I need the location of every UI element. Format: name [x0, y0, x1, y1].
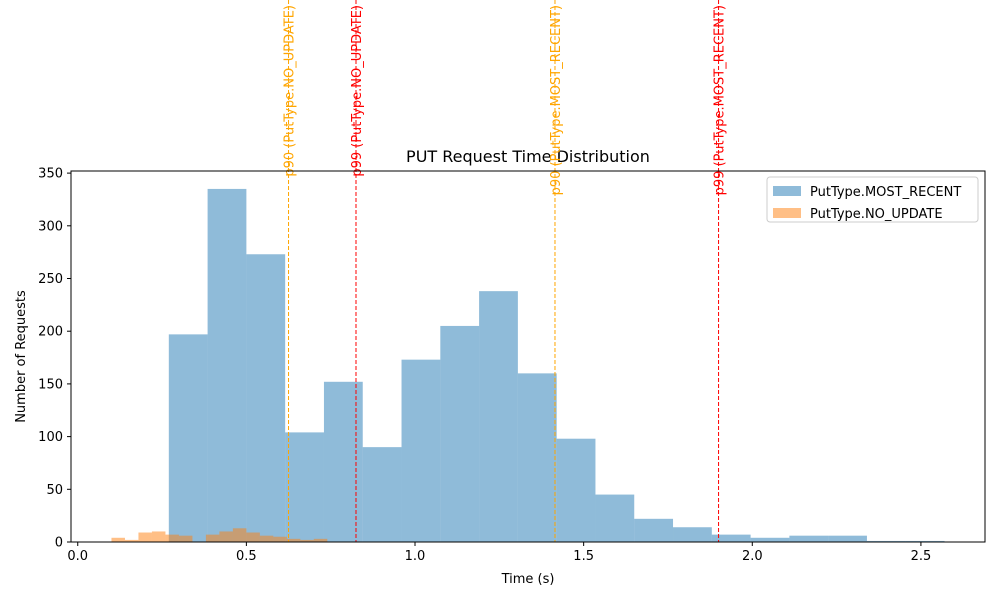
legend-swatch-0 [773, 186, 801, 196]
bar-series-0-bin-4 [323, 381, 363, 542]
percentile-label-1: p99 (PutType.NO_UPDATE) [350, 5, 365, 177]
bar-series-0-bin-19 [905, 540, 945, 542]
bar-series-1-bin-1 [124, 539, 139, 542]
percentile-label-3: p99 (PutType.MOST_RECENT) [713, 5, 728, 195]
y-tick-label-5: 250 [38, 272, 63, 287]
y-tick-label-3: 150 [38, 377, 63, 392]
bar-series-0-bin-17 [828, 535, 867, 542]
y-tick-label-4: 200 [38, 325, 63, 340]
legend-frame [766, 176, 979, 223]
legend-label-0: PutType.MOST_RECENT [810, 185, 961, 200]
bar-series-1-bin-9 [232, 528, 247, 542]
bar-series-0-bin-6 [401, 359, 441, 542]
legend-swatch-1 [773, 208, 801, 218]
bar-series-0-bin-8 [479, 291, 518, 542]
bar-series-0-bin-2 [246, 254, 286, 542]
bar-series-1-bin-0 [111, 537, 125, 542]
bar-series-0-bin-15 [750, 537, 790, 542]
x-tick-label-0: 0.0 [67, 549, 88, 564]
bar-series-1-bin-8 [219, 531, 233, 542]
bar-series-1-bin-12 [273, 536, 287, 542]
bar-series-0-bin-1 [207, 188, 247, 543]
x-tick-label-4: 2.0 [742, 549, 763, 564]
bar-series-0-bin-11 [595, 494, 635, 542]
y-tick-label-7: 350 [38, 167, 63, 182]
bar-series-0-bin-18 [866, 540, 906, 542]
bar-series-0-bin-9 [517, 373, 557, 542]
y-axis-label: Number of Requests [14, 290, 29, 423]
bar-series-1-bin-4 [165, 534, 179, 542]
bar-series-0-bin-3 [285, 432, 324, 542]
bar-series-0-bin-0 [168, 334, 208, 542]
bar-series-1-bin-14 [300, 539, 314, 542]
y-tick-label-6: 300 [38, 219, 63, 234]
legend-label-1: PutType.NO_UPDATE [810, 207, 943, 222]
y-tick-label-1: 50 [46, 483, 63, 498]
bar-series-1-bin-13 [286, 538, 301, 542]
bar-series-1-bin-15 [313, 538, 328, 542]
legend: PutType.MOST_RECENT PutType.NO_UPDATE [766, 176, 979, 223]
x-tick-label-2: 1.0 [405, 549, 426, 564]
y-tick-label-2: 100 [38, 430, 63, 445]
bars-layer [111, 188, 945, 543]
bar-series-1-bin-10 [246, 532, 260, 542]
bar-series-1-bin-3 [151, 531, 166, 542]
bar-series-0-bin-12 [634, 518, 674, 542]
percentile-lines-layer: p90 (PutType.NO_UPDATE) p99 (PutType.NO_U… [283, 0, 728, 542]
ticks-layer: 0.0 0.5 1.0 1.5 2.0 2.5 0 50 100 150 200 250 300 350 [38, 167, 931, 564]
x-axis-label: Time (s) [501, 572, 555, 587]
bar-series-0-bin-10 [556, 438, 596, 542]
percentile-label-2: p90 (PutType.MOST_RECENT) [549, 5, 564, 195]
bar-series-1-bin-2 [138, 532, 152, 542]
percentile-label-0: p90 (PutType.NO_UPDATE) [283, 5, 298, 177]
bar-series-0-bin-13 [673, 527, 712, 542]
x-tick-label-5: 2.5 [911, 549, 932, 564]
bar-series-1-bin-7 [205, 534, 220, 542]
x-tick-label-3: 1.5 [573, 549, 594, 564]
bar-series-1-bin-5 [178, 535, 193, 542]
bar-series-0-bin-7 [440, 325, 480, 542]
bar-series-0-bin-14 [711, 534, 751, 542]
axes-frame [70, 170, 986, 543]
bar-series-0-bin-5 [362, 447, 402, 542]
y-tick-label-0: 0 [55, 536, 63, 551]
chart-title: PUT Request Time Distribution [406, 147, 650, 166]
bar-series-0-bin-16 [789, 535, 829, 542]
bar-series-1-bin-11 [259, 535, 274, 542]
x-tick-label-1: 0.5 [236, 549, 257, 564]
